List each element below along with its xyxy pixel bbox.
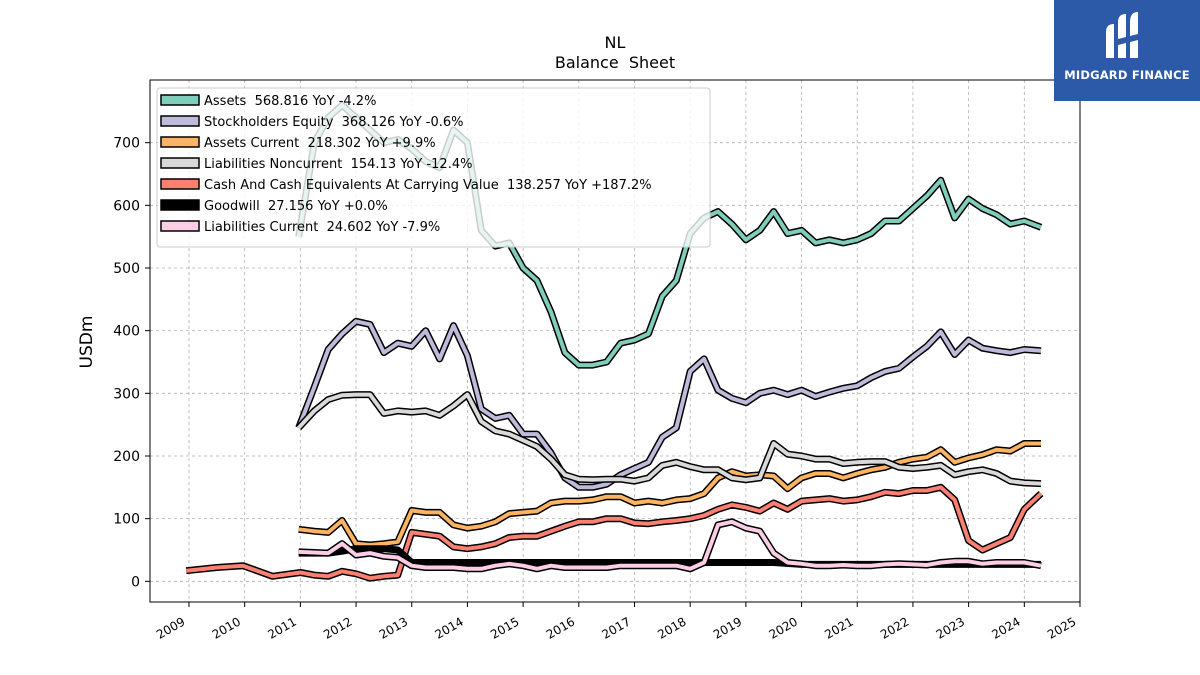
y-axis-label: USDm	[77, 316, 97, 369]
legend-swatch	[160, 136, 200, 148]
legend-swatch	[160, 157, 200, 169]
legend-swatch	[160, 115, 200, 127]
logo-mark-icon	[1106, 12, 1138, 58]
logo-text: MIDGARD FINANCE	[1064, 68, 1190, 82]
y-tick-label: 100	[113, 512, 140, 528]
legend-swatch	[160, 199, 200, 211]
x-tick-label: 2020	[767, 614, 800, 641]
legend-label: Goodwill 27.156 YoY +0.0%	[204, 199, 388, 214]
y-tick-label: 700	[113, 136, 140, 152]
x-tick-label: 2018	[655, 614, 688, 641]
legend-swatch	[160, 178, 200, 190]
y-tick-label: 400	[113, 324, 140, 340]
x-tick-label: 2016	[544, 614, 577, 641]
x-tick-label: 2017	[600, 614, 633, 641]
midgard-finance-logo: MIDGARD FINANCE	[1054, 0, 1200, 101]
x-tick-label: 2010	[210, 614, 243, 641]
x-tick-label: 2009	[154, 614, 187, 641]
x-tick-label: 2024	[989, 614, 1022, 641]
legend: Assets 568.816 YoY -4.2% Stockholders Equ…	[156, 87, 711, 248]
legend-label: Assets Current 218.302 YoY +9.9%	[204, 136, 436, 151]
x-tick-label: 2012	[321, 614, 354, 641]
x-tick-label: 2025	[1045, 614, 1078, 641]
legend-label: Liabilities Current 24.602 YoY -7.9%	[204, 220, 440, 235]
y-tick-label: 600	[113, 198, 140, 214]
y-tick-label: 200	[113, 449, 140, 465]
legend-swatch	[160, 94, 200, 106]
legend-box	[156, 87, 711, 248]
series-line	[296, 319, 1042, 490]
legend-swatch	[160, 220, 200, 232]
x-tick-label: 2011	[265, 614, 298, 641]
plot-frame	[149, 79, 1081, 603]
series-line	[297, 392, 1042, 486]
series-outline	[296, 391, 1042, 488]
x-tick-label: 2015	[488, 614, 521, 641]
x-tick-label: 2014	[432, 614, 465, 641]
legend-label: Cash And Cash Equivalents At Carrying Va…	[204, 178, 652, 193]
y-tick-label: 0	[131, 574, 140, 590]
x-tick-label: 2021	[822, 614, 855, 641]
x-tick-label: 2023	[934, 614, 967, 641]
legend-label: Assets 568.816 YoY -4.2%	[204, 94, 376, 109]
series-lines	[185, 101, 1044, 582]
y-tick-label: 500	[113, 261, 140, 277]
x-tick-label: 2019	[711, 614, 744, 641]
chart-subtitle: Balance Sheet	[555, 53, 675, 72]
x-tick-label: 2013	[377, 614, 410, 641]
series-line	[298, 441, 1041, 547]
series-line	[185, 485, 1043, 581]
legend-label: Liabilities Noncurrent 154.13 YoY -12.4%	[204, 157, 472, 172]
legend-label: Stockholders Equity 368.126 YoY -0.6%	[204, 115, 464, 130]
chart-title: NL	[605, 33, 626, 52]
x-tick-label: 2022	[878, 614, 911, 641]
series-line	[298, 519, 1042, 571]
y-tick-label: 300	[113, 386, 140, 402]
